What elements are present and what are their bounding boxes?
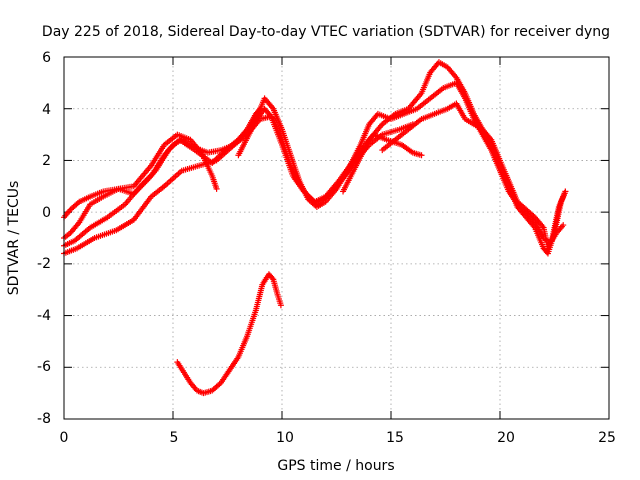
y-tick-label: 2 <box>42 153 51 169</box>
x-tick-label: 25 <box>598 430 616 446</box>
y-tick-label: -6 <box>37 359 51 375</box>
x-tick-label: 15 <box>386 430 404 446</box>
grid <box>64 57 609 419</box>
y-tick-label: -2 <box>37 256 51 272</box>
data-point <box>562 188 569 195</box>
data-point <box>560 222 567 229</box>
x-tick-label: 10 <box>276 430 294 446</box>
y-axis-label: SDTVAR / TECUs <box>6 181 22 296</box>
x-tick-label: 5 <box>170 430 179 446</box>
y-tick-labels: 6 4 2 0 -2 -4 -6 -8 <box>37 50 51 427</box>
y-tick-label: -8 <box>37 411 51 427</box>
y-tick-label: 0 <box>42 205 51 221</box>
x-tick-label: 0 <box>60 430 69 446</box>
y-tick-label: 6 <box>42 50 51 66</box>
series-track-7 <box>379 100 569 257</box>
chart-title: Day 225 of 2018, Sidereal Day-to-day VTE… <box>42 24 610 40</box>
data-point <box>418 152 425 159</box>
axis-ticks <box>63 56 610 420</box>
data-points <box>61 59 569 397</box>
series-track-2 <box>61 131 220 241</box>
series-track-8 <box>174 271 284 397</box>
data-point <box>213 185 220 192</box>
data-point <box>269 275 276 282</box>
x-axis-label: GPS time / hours <box>277 458 394 474</box>
data-point <box>277 302 284 309</box>
x-tick-labels: 0 5 10 15 20 25 <box>60 430 616 446</box>
x-tick-label: 20 <box>497 430 515 446</box>
y-tick-label: -4 <box>37 308 51 324</box>
plot-border <box>63 56 610 420</box>
y-tick-label: 4 <box>42 102 51 118</box>
